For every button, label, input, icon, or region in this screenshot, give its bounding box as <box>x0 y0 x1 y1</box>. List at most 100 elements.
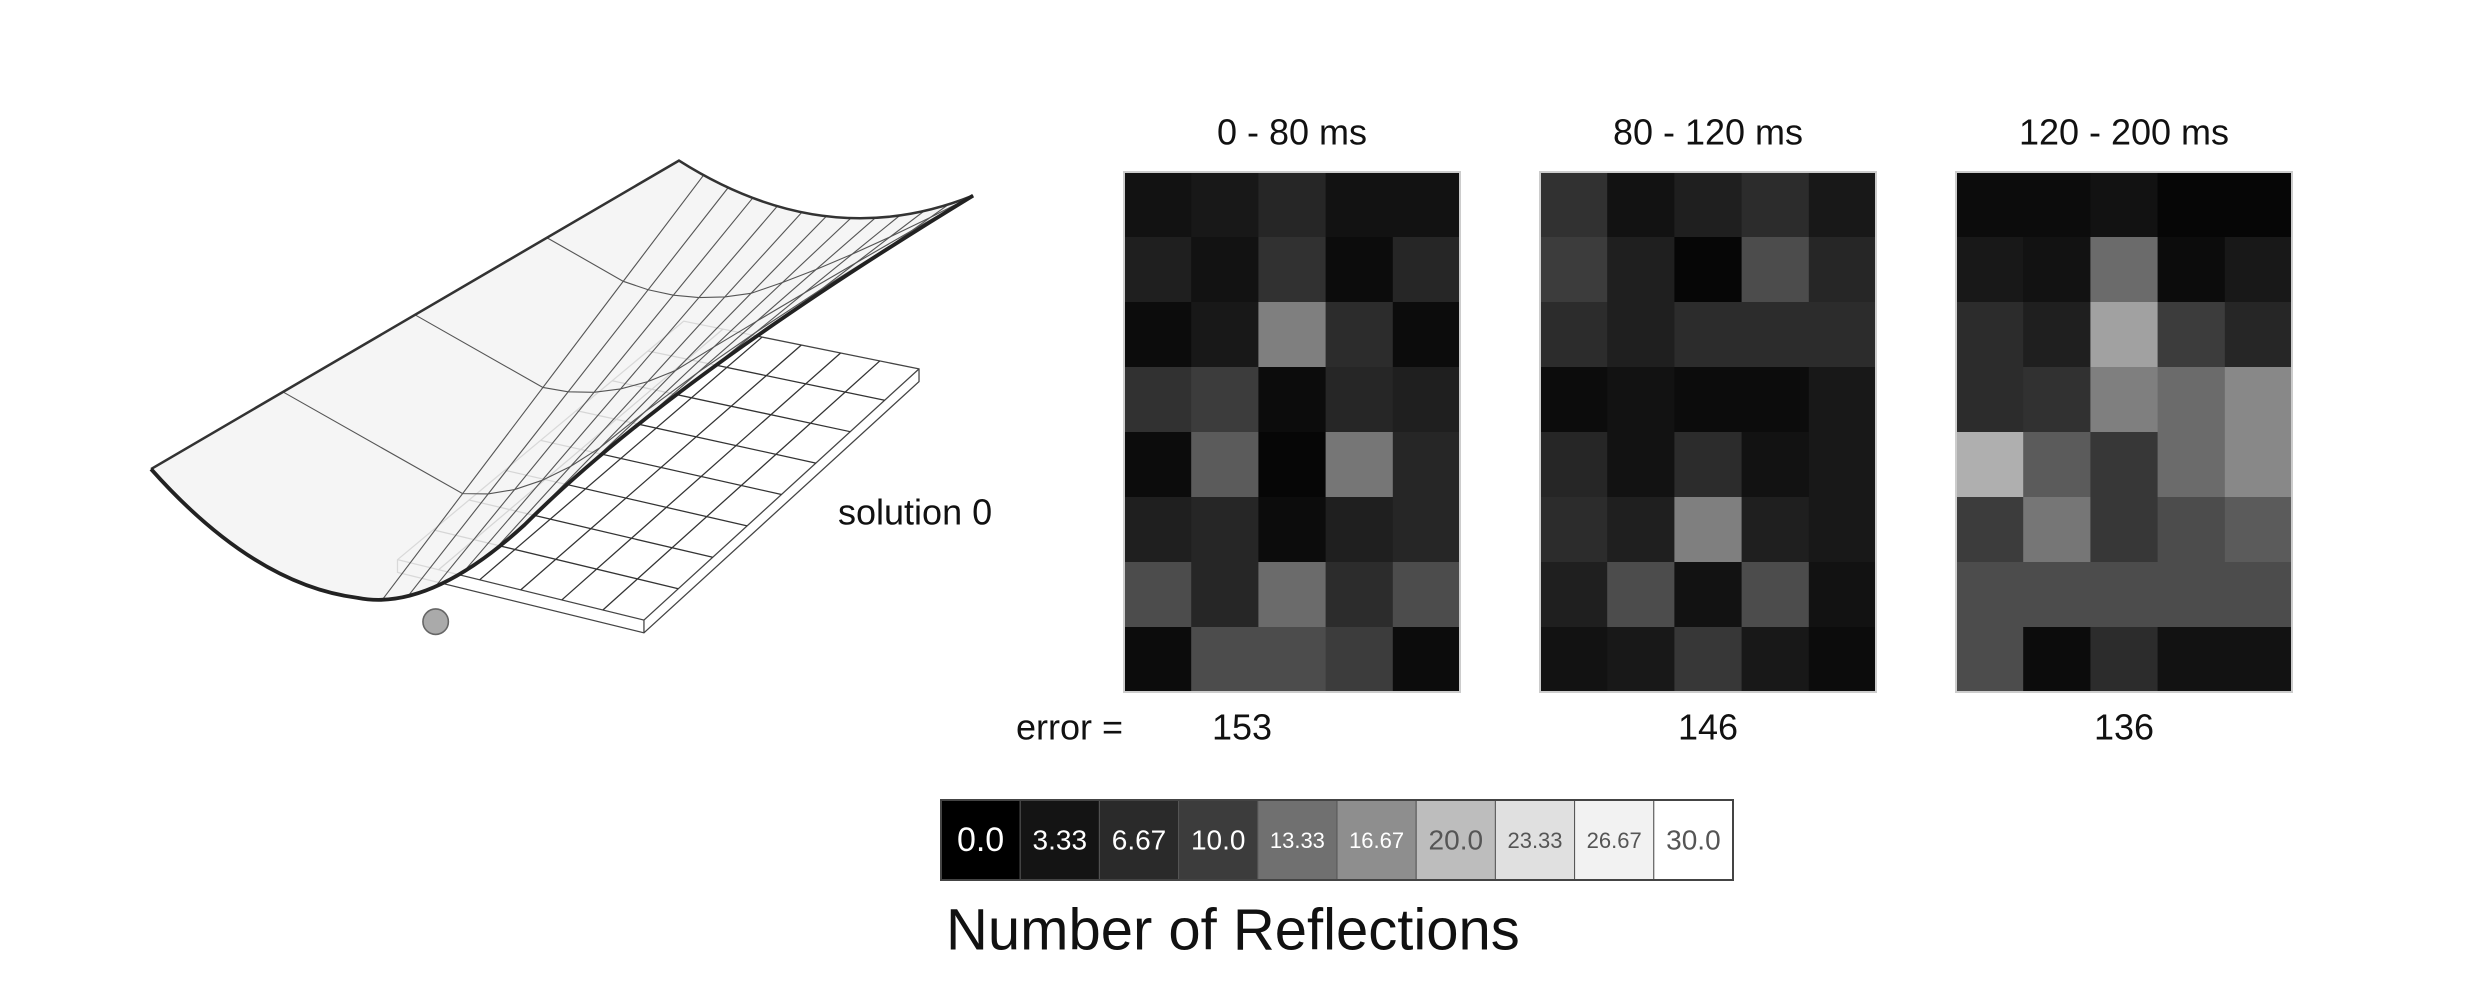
heatmap-cell <box>1325 627 1394 693</box>
heatmap-cell <box>1392 432 1461 498</box>
colorbar-cell <box>1336 799 1417 881</box>
heatmap-cell <box>2090 562 2159 628</box>
heatmap-cell <box>1674 497 1743 563</box>
heatmap-cell <box>2090 302 2159 368</box>
heatmap-cell <box>1808 432 1877 498</box>
heatmap-title: 0 - 80 ms <box>1217 112 1367 153</box>
heatmap-cell <box>1956 172 2024 238</box>
heatmap-cell <box>1956 367 2024 433</box>
heatmap-cell <box>2224 497 2293 563</box>
heatmap-cell <box>2023 302 2091 368</box>
heatmap-cell <box>1607 302 1675 368</box>
surface-line <box>546 195 974 299</box>
colorbar-cell <box>1178 799 1259 881</box>
heatmap-cell <box>1191 367 1259 433</box>
heatmap-cell <box>2023 367 2091 433</box>
plate-line <box>479 336 763 581</box>
colorbar-label: 23.33 <box>1507 828 1562 853</box>
heatmap-cell <box>1325 302 1394 368</box>
colorbar-title: Number of Reflections <box>946 897 1520 962</box>
heatmap-cell <box>1325 497 1394 563</box>
heatmap-cell <box>2157 172 2226 238</box>
heatmap-frame <box>1955 171 2293 693</box>
surface-line <box>282 195 974 495</box>
heatmap-cell <box>1674 432 1743 498</box>
heatmap-cell <box>1325 562 1394 628</box>
colorbar-label: 6.67 <box>1112 824 1167 855</box>
heatmap-title: 120 - 200 ms <box>2019 112 2229 153</box>
colorbar-cell <box>1653 799 1734 881</box>
heatmap-cell <box>1808 497 1877 563</box>
colorbar-label: 30.0 <box>1666 824 1721 855</box>
heatmap-cell <box>1741 562 1810 628</box>
error-value: 153 <box>1212 707 1272 748</box>
heatmap-cell <box>2090 432 2159 498</box>
heatmap-cell <box>1258 432 1327 498</box>
heatmap-cell <box>2023 237 2091 303</box>
heatmap-cell <box>2157 497 2226 563</box>
heatmap-cell <box>1607 237 1675 303</box>
heatmap-cell <box>1191 497 1259 563</box>
surface-edge <box>150 159 974 471</box>
heatmap-cell <box>1607 367 1675 433</box>
heatmap-cell <box>1258 237 1327 303</box>
heatmap-cell <box>1607 172 1675 238</box>
colorbar-cell <box>1257 799 1338 881</box>
heatmap-cell <box>1607 562 1675 628</box>
surface-line <box>414 195 974 393</box>
heatmap-cell <box>2090 627 2159 693</box>
heatmap-cell <box>1258 367 1327 433</box>
plate-line <box>561 352 842 601</box>
heatmap-cell <box>1392 172 1461 238</box>
heatmap-cell <box>1392 497 1461 563</box>
heatmap-cell <box>1124 562 1192 628</box>
heatmap-cell <box>2224 302 2293 368</box>
heatmap-cell <box>2157 237 2226 303</box>
heatmap-cell <box>1191 432 1259 498</box>
heatmap-cell <box>1956 562 2024 628</box>
heatmap-cell <box>1124 367 1192 433</box>
heatmap-cell <box>2157 302 2226 368</box>
heatmap-cell <box>1258 172 1327 238</box>
heatmap-cell <box>1956 627 2024 693</box>
colorbar-cell <box>1415 799 1496 881</box>
error-value: 146 <box>1678 707 1738 748</box>
heatmap-cell <box>1258 497 1327 563</box>
heatmap-cell <box>1808 367 1877 433</box>
heatmap-cell <box>1741 497 1810 563</box>
heatmap-cell <box>1392 367 1461 433</box>
plate-line <box>602 360 881 611</box>
heatmap-cell <box>2224 432 2293 498</box>
heatmap-cell <box>1540 302 1608 368</box>
heatmap-cell <box>1540 562 1608 628</box>
heatmap-cell <box>2023 627 2091 693</box>
heatmap-cell <box>2157 562 2226 628</box>
colorbar-label: 13.33 <box>1270 828 1325 853</box>
heatmap-cell <box>2157 432 2226 498</box>
heatmap-cell <box>2157 367 2226 433</box>
heatmap-cell <box>1607 627 1675 693</box>
heatmap-cell <box>1540 367 1608 433</box>
heatmap-cell <box>2023 172 2091 238</box>
heatmap-cell <box>1325 367 1394 433</box>
heatmap-cell <box>1124 237 1192 303</box>
heatmap-cell <box>2023 562 2091 628</box>
heatmap-cell <box>1540 172 1608 238</box>
heatmap-cell <box>1674 172 1743 238</box>
colorbar-label: 10.0 <box>1191 824 1246 855</box>
colorbar-label: 26.67 <box>1587 828 1642 853</box>
colorbar-label: 3.33 <box>1033 824 1088 855</box>
error-value: 136 <box>2094 707 2154 748</box>
heatmap-cell <box>1674 627 1743 693</box>
heatmap-cell <box>1392 562 1461 628</box>
heatmap-cell <box>1392 237 1461 303</box>
surface <box>151 160 974 600</box>
heatmap-cell <box>1607 432 1675 498</box>
heatmap-cell <box>2157 627 2226 693</box>
heatmap-cell <box>1956 497 2024 563</box>
heatmap-cell <box>1741 367 1810 433</box>
heatmap-cell <box>2224 172 2293 238</box>
heatmap-cell <box>1325 237 1394 303</box>
heatmap-cell <box>1741 432 1810 498</box>
